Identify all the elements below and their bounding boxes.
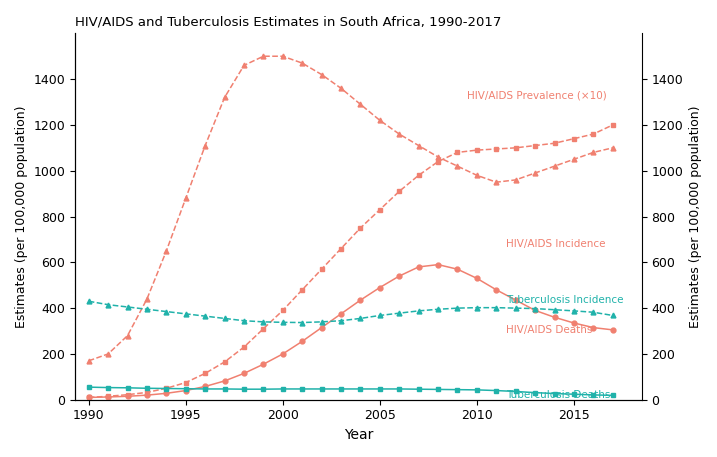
Text: Tuberculosis Incidence: Tuberculosis Incidence bbox=[506, 295, 624, 305]
X-axis label: Year: Year bbox=[344, 428, 373, 442]
Text: HIV/AIDS and Tuberculosis Estimates in South Africa, 1990-2017: HIV/AIDS and Tuberculosis Estimates in S… bbox=[75, 15, 501, 28]
Text: HIV/AIDS Incidence: HIV/AIDS Incidence bbox=[506, 239, 605, 249]
Y-axis label: Estimates (per 100,000 population): Estimates (per 100,000 population) bbox=[15, 105, 28, 328]
Text: Tuberculosis Deaths: Tuberculosis Deaths bbox=[506, 390, 610, 400]
Text: HIV/AIDS Prevalence (×10): HIV/AIDS Prevalence (×10) bbox=[467, 90, 607, 100]
Text: HIV/AIDS Deaths: HIV/AIDS Deaths bbox=[506, 325, 592, 335]
Y-axis label: Estimates (per 100,000 population): Estimates (per 100,000 population) bbox=[689, 105, 702, 328]
